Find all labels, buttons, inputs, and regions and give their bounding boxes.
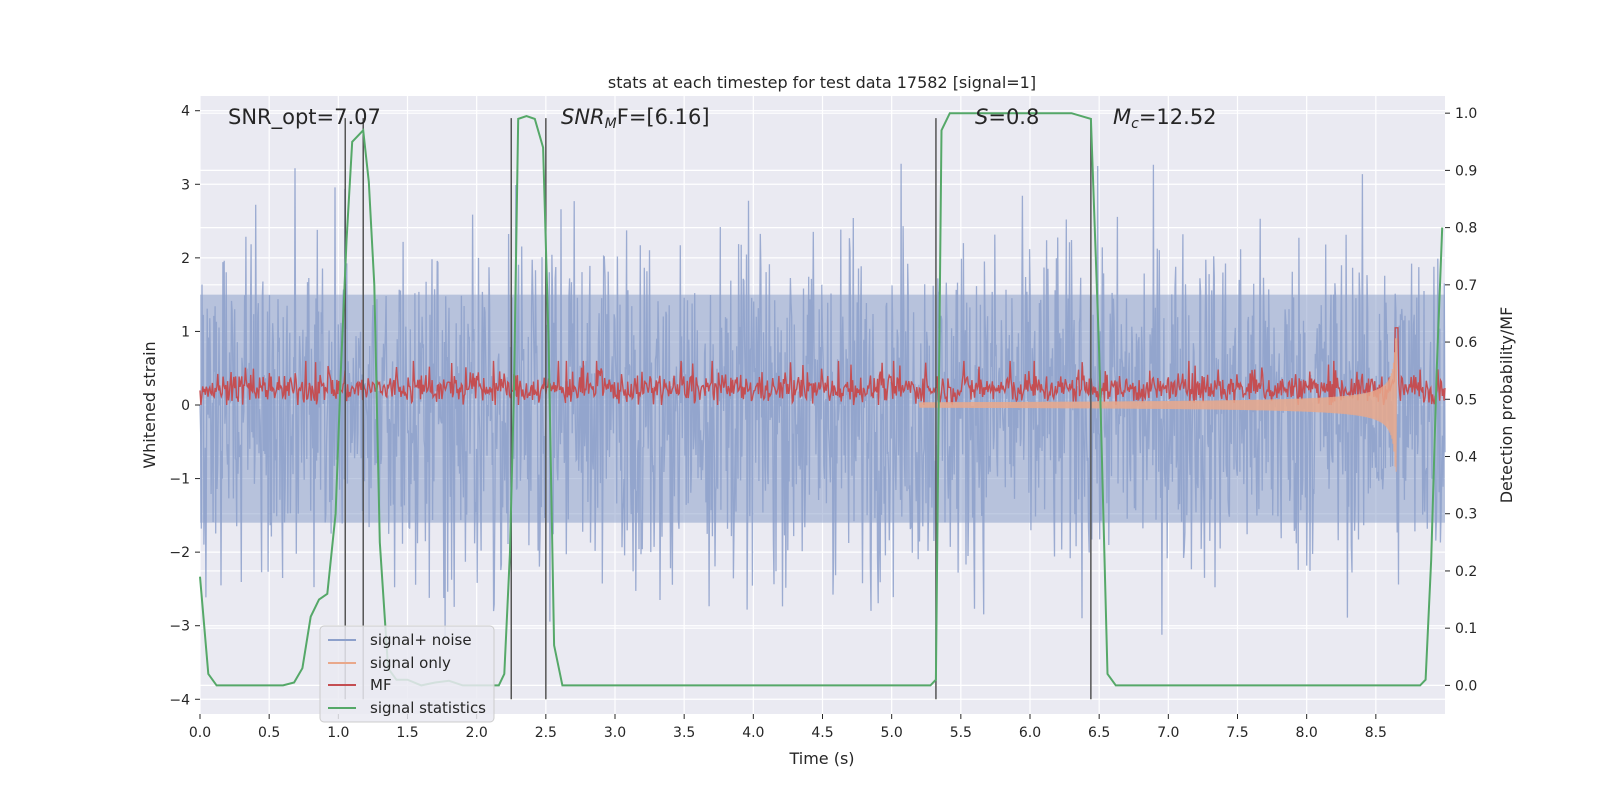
signal-statistics-line — [199, 112, 1444, 687]
y-tick-label-left: 1 — [181, 324, 190, 340]
y-tick-label-right: 0.3 — [1455, 507, 1477, 523]
chart-title: stats at each timestep for test data 175… — [608, 73, 1036, 92]
y-ticks-left: 4 3 2 1 0 −1 −2 −3 −4 — [169, 104, 200, 708]
y-ticks-right: 1.0 0.9 0.8 0.7 0.6 0.5 0.4 0.3 0.2 0.1 0.0 — [1445, 106, 1477, 694]
y-axis-label-right: Detection probability/MF — [1497, 307, 1516, 504]
y-tick-label-left: −4 — [169, 692, 190, 708]
series-mf — [199, 327, 1446, 406]
annotation-mc: Mc=12.52 — [1113, 105, 1217, 132]
x-tick-label: 6.0 — [1019, 725, 1041, 741]
y-tick-label-left: 3 — [181, 177, 190, 193]
annotation-s: S=0.8 — [975, 105, 1039, 129]
svg-text:signal+ noise: signal+ noise — [370, 631, 472, 649]
x-tick-label: 3.5 — [673, 725, 695, 741]
annotation-snr-opt: SNR_opt=7.07 — [228, 105, 381, 130]
x-tick-label: 8.5 — [1365, 725, 1387, 741]
y-tick-label-right: 0.2 — [1455, 564, 1477, 580]
y-tick-label-left: −1 — [169, 472, 190, 488]
y-tick-label-left: 0 — [181, 398, 190, 414]
y-tick-label-right: 0.8 — [1455, 221, 1477, 237]
x-tick-label: 6.5 — [1088, 725, 1110, 741]
x-axis-label: Time (s) — [788, 749, 854, 768]
x-tick-label: 0.0 — [189, 725, 211, 741]
legend-item-mf: MF — [328, 676, 392, 694]
x-tick-label: 4.5 — [811, 725, 833, 741]
x-tick-label: 3.0 — [604, 725, 626, 741]
annotation-snr-mf: SNRMF=[6.16] — [561, 105, 710, 132]
legend-item-signal-only: signal only — [328, 654, 451, 672]
x-tick-label: 7.0 — [1157, 725, 1179, 741]
x-tick-label: 1.5 — [396, 725, 418, 741]
y-tick-label-right: 0.7 — [1455, 278, 1477, 294]
svg-text:signal only: signal only — [370, 654, 451, 672]
x-tick-label: 4.0 — [742, 725, 764, 741]
legend: signal+ noise signal only MF signal stat… — [319, 625, 495, 723]
y-tick-label-right: 0.1 — [1455, 621, 1477, 637]
y-tick-label-left: 4 — [181, 104, 190, 120]
y-tick-label-right: 0.5 — [1455, 392, 1477, 408]
x-tick-label: 5.5 — [950, 725, 972, 741]
x-tick-label: 2.5 — [535, 725, 557, 741]
svg-text:MF: MF — [370, 676, 392, 694]
x-tick-label: 8.0 — [1296, 725, 1318, 741]
x-tick-label: 0.5 — [258, 725, 280, 741]
y-tick-label-left: 2 — [181, 251, 190, 267]
mf-line — [199, 327, 1446, 406]
signal-only-line — [918, 338, 1398, 472]
x-tick-label: 1.0 — [327, 725, 349, 741]
x-tick-label: 2.0 — [466, 725, 488, 741]
series-signal-only — [918, 338, 1398, 472]
y-tick-label-right: 0.9 — [1455, 163, 1477, 179]
svg-text:signal statistics: signal statistics — [370, 699, 486, 717]
y-tick-label-right: 1.0 — [1455, 106, 1477, 122]
y-tick-label-right: 0.4 — [1455, 450, 1477, 466]
y-tick-label-right: 0.6 — [1455, 335, 1477, 351]
x-ticks: 0.0 0.5 1.0 1.5 2.0 2.5 3.0 3.5 4.0 4.5 5.0 5.5 6.0 6… — [189, 714, 1387, 741]
legend-item-signal-statistics: signal statistics — [328, 699, 486, 717]
x-tick-label: 7.5 — [1226, 725, 1248, 741]
y-axis-label-left: Whitened strain — [140, 341, 159, 468]
legend-item-signal-noise: signal+ noise — [328, 631, 472, 649]
y-tick-label-left: −2 — [169, 545, 190, 561]
y-tick-label-right: 0.0 — [1455, 678, 1477, 694]
x-tick-label: 5.0 — [881, 725, 903, 741]
y-tick-label-left: −3 — [169, 619, 190, 635]
series-signal-statistics — [199, 112, 1444, 687]
